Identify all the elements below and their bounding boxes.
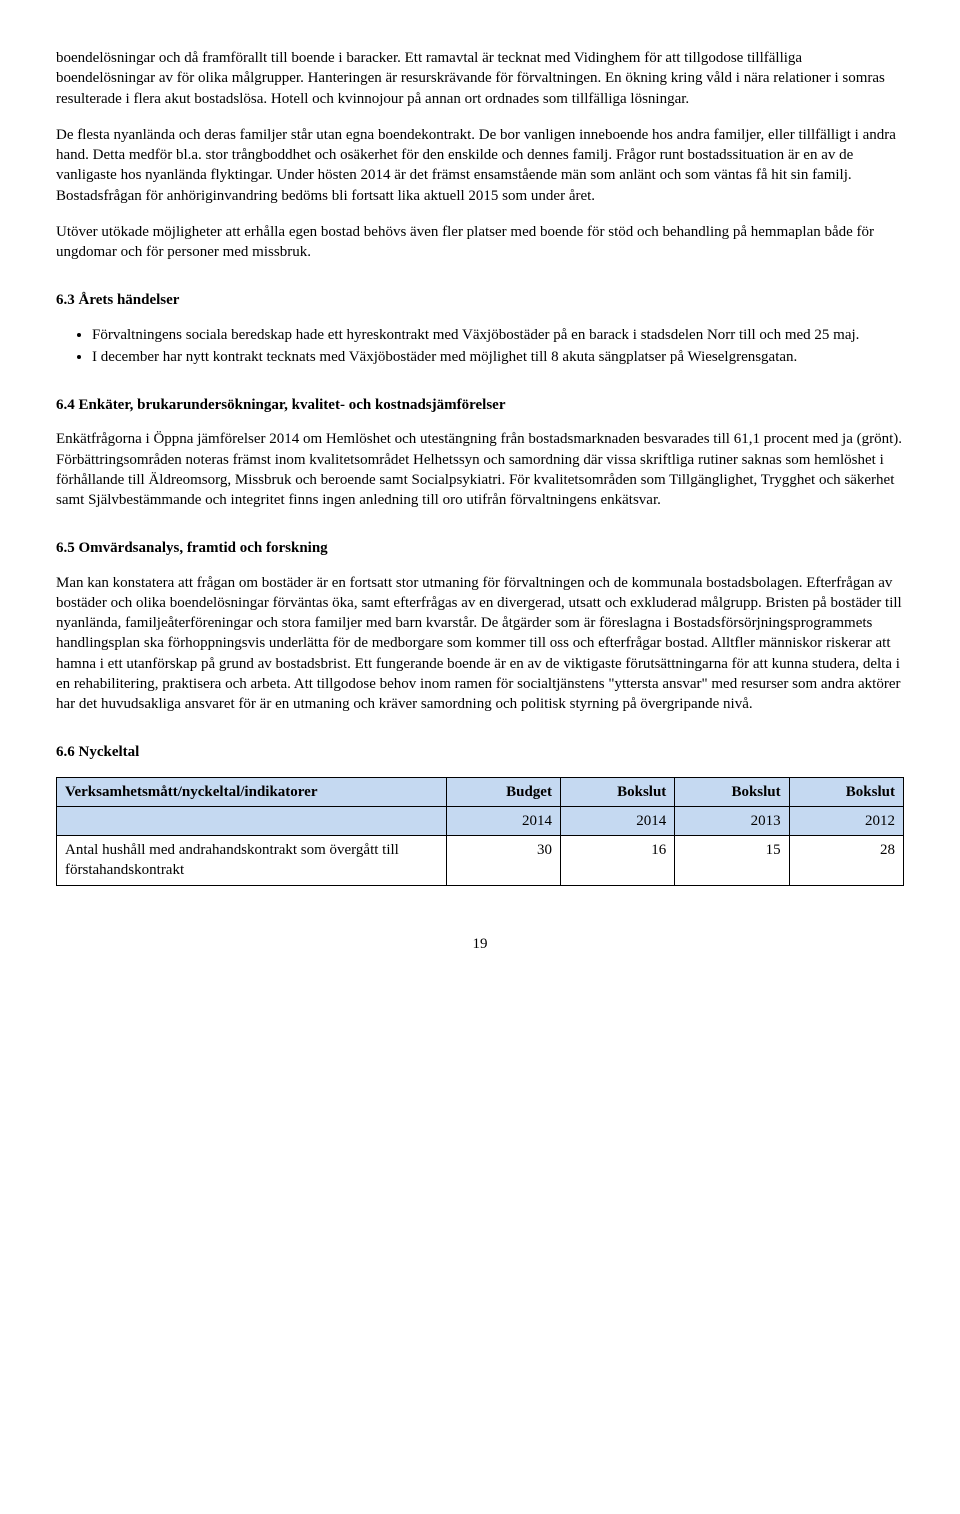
table-header-cell: Bokslut [560,777,674,806]
body-paragraph: boendelösningar och då framförallt till … [56,48,904,109]
section-heading-6-5: 6.5 Omvärdsanalys, framtid och forskning [56,538,904,558]
table-header-cell: Budget [446,777,560,806]
table-cell-value: 28 [789,836,903,886]
body-paragraph: Utöver utökade möjligheter att erhålla e… [56,222,904,263]
section-heading-6-4: 6.4 Enkäter, brukarundersökningar, kvali… [56,395,904,415]
body-paragraph: Enkätfrågorna i Öppna jämförelser 2014 o… [56,429,904,510]
table-subheader-cell: 2014 [446,806,560,835]
table-header-cell: Verksamhetsmått/nyckeltal/indikatorer [57,777,447,806]
table-subheader-cell: 2012 [789,806,903,835]
table-header-cell: Bokslut [675,777,789,806]
table-cell-value: 15 [675,836,789,886]
table-row: Antal hushåll med andrahandskontrakt som… [57,836,904,886]
table-cell-value: 16 [560,836,674,886]
table-subheader-row: 2014 2014 2013 2012 [57,806,904,835]
section-heading-6-6: 6.6 Nyckeltal [56,742,904,762]
body-paragraph: De flesta nyanlända och deras familjer s… [56,125,904,206]
body-paragraph: Man kan konstatera att frågan om bostäde… [56,573,904,715]
bullet-list: Förvaltningens sociala beredskap hade et… [56,325,904,368]
section-heading-6-3: 6.3 Årets händelser [56,290,904,310]
table-cell-label: Antal hushåll med andrahandskontrakt som… [57,836,447,886]
table-header-cell: Bokslut [789,777,903,806]
table-cell-value: 30 [446,836,560,886]
table-subheader-cell: 2014 [560,806,674,835]
list-item: I december har nytt kontrakt tecknats me… [92,347,904,367]
table-subheader-cell: 2013 [675,806,789,835]
page-number: 19 [56,934,904,954]
table-subheader-cell [57,806,447,835]
table-header-row: Verksamhetsmått/nyckeltal/indikatorer Bu… [57,777,904,806]
list-item: Förvaltningens sociala beredskap hade et… [92,325,904,345]
nyckeltal-table: Verksamhetsmått/nyckeltal/indikatorer Bu… [56,777,904,886]
